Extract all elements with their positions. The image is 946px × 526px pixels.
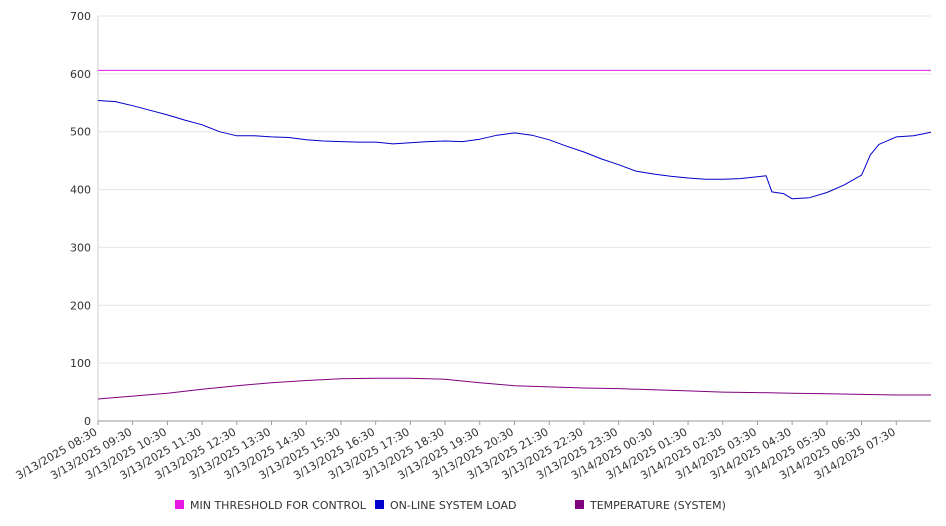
legend-swatch (575, 500, 584, 509)
y-tick-label: 300 (70, 241, 91, 254)
y-tick-label: 200 (70, 299, 91, 312)
y-tick-label: 100 (70, 357, 91, 370)
y-tick-label: 0 (84, 415, 91, 428)
legend-label: MIN THRESHOLD FOR CONTROL (190, 499, 367, 512)
y-tick-label: 700 (70, 10, 91, 23)
y-tick-labels: 0 100 200 300 400 500 600 700 (70, 10, 91, 428)
axes (97, 16, 931, 425)
series-line-3 (97, 377, 931, 400)
legend-label: TEMPERATURE (SYSTEM) (589, 499, 726, 512)
y-tick-label: 600 (70, 68, 91, 81)
legend-swatch (175, 500, 184, 509)
series-line-2 (97, 100, 932, 200)
y-tick-label: 500 (70, 126, 91, 139)
legend: MIN THRESHOLD FOR CONTROL ON-LINE SYSTEM … (175, 499, 726, 512)
series-lines (97, 69, 932, 400)
y-tick-label: 400 (70, 184, 91, 197)
x-tick-labels: 3/13/2025 08:303/13/2025 09:303/13/2025 … (14, 425, 898, 482)
grid-lines (98, 15, 931, 364)
legend-swatch (375, 500, 384, 509)
legend-label: ON-LINE SYSTEM LOAD (390, 499, 516, 512)
